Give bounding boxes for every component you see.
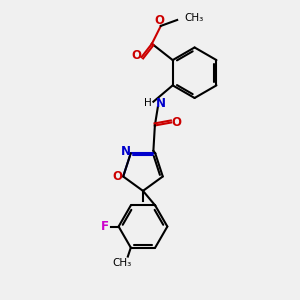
Text: O: O: [172, 116, 182, 129]
Text: CH₃: CH₃: [112, 257, 131, 268]
Text: N: N: [156, 97, 166, 110]
Text: CH₃: CH₃: [184, 14, 204, 23]
Text: O: O: [154, 14, 164, 27]
Text: F: F: [101, 220, 109, 233]
Text: O: O: [131, 49, 141, 62]
Text: O: O: [113, 170, 123, 183]
Text: H: H: [144, 98, 152, 108]
Text: N: N: [120, 145, 130, 158]
